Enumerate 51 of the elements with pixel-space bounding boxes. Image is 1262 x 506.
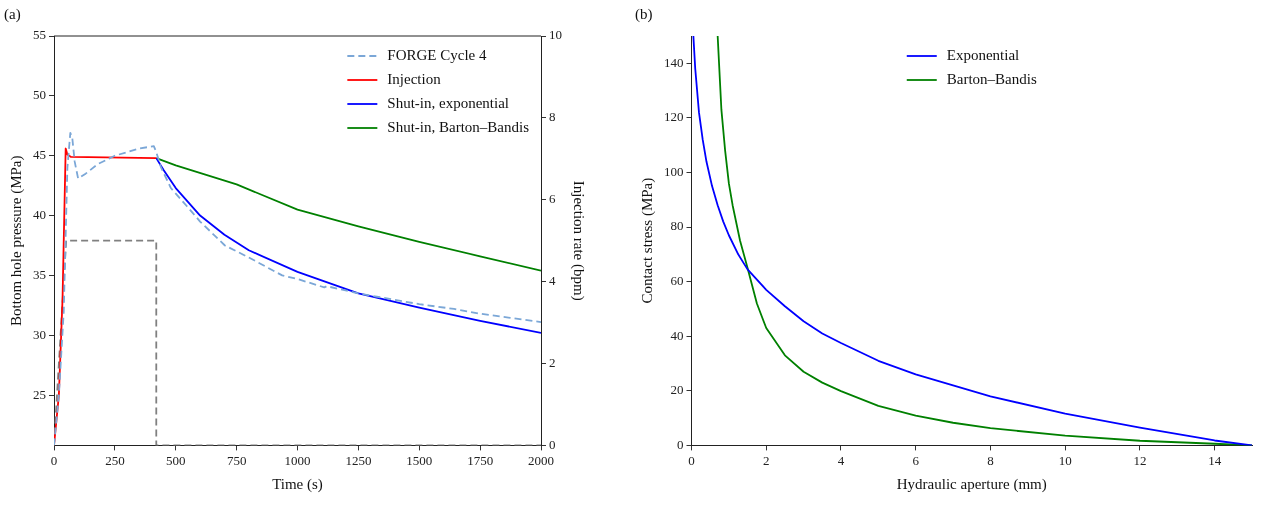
y-tick-label: 40 (33, 206, 46, 222)
x-axis-title: Hydraulic aperture (mm) (896, 475, 1047, 493)
y-tick-label: 45 (33, 147, 46, 163)
y2-tick-label: 0 (549, 436, 556, 452)
y-tick-label: 50 (33, 87, 46, 103)
chart-title: (a) (4, 5, 21, 23)
x-tick-label: 4 (837, 452, 845, 468)
y2-tick-label: 2 (549, 354, 556, 370)
y-tick-label: 140 (664, 54, 684, 70)
y-tick-label: 35 (33, 266, 46, 282)
x-tick-label: 1500 (406, 452, 433, 468)
x-tick-label: 1250 (345, 452, 372, 468)
y-tick-label: 20 (670, 382, 684, 398)
x-tick-label: 2 (762, 452, 770, 468)
y-tick-label: 80 (670, 218, 684, 234)
y2-axis-title: Injection rate (bpm) (570, 180, 588, 301)
chart-title: (b) (635, 5, 653, 23)
y-tick-label: 55 (33, 27, 46, 43)
y-tick-label: 0 (677, 436, 684, 452)
legend-label: Shut-in, Barton–Bandis (387, 118, 530, 135)
y-axis-title: Contact stress (MPa) (638, 177, 656, 304)
x-tick-label: 10 (1058, 452, 1072, 468)
x-tick-label: 6 (912, 452, 920, 468)
y-axis-title: Bottom hole pressure (MPa) (7, 155, 25, 326)
y-tick-label: 100 (664, 163, 684, 179)
x-tick-label: 500 (166, 452, 186, 468)
y-tick-label: 40 (670, 327, 684, 343)
y2-tick-label: 10 (549, 27, 562, 43)
x-tick-label: 14 (1208, 452, 1222, 468)
y2-tick-label: 8 (549, 109, 556, 125)
x-tick-label: 250 (105, 452, 125, 468)
legend-label: Exponential (946, 46, 1020, 63)
x-tick-label: 8 (987, 452, 994, 468)
y2-tick-label: 4 (549, 273, 556, 289)
legend-label: Injection (387, 70, 442, 87)
legend-label: Shut-in, exponential (387, 94, 509, 111)
x-tick-label: 1750 (467, 452, 494, 468)
x-tick-label: 2000 (528, 452, 554, 468)
y-tick-label: 25 (33, 386, 46, 402)
x-tick-label: 1000 (284, 452, 311, 468)
x-axis-title: Time (s) (272, 475, 323, 493)
x-tick-label: 750 (226, 452, 247, 468)
y-tick-label: 60 (670, 273, 684, 289)
y2-tick-label: 6 (549, 191, 556, 207)
y-tick-label: 120 (664, 109, 684, 125)
legend-label: FORGE Cycle 4 (387, 46, 487, 63)
x-tick-label: 12 (1133, 452, 1147, 468)
x-tick-label: 0 (50, 452, 58, 468)
legend-label: Barton–Bandis (946, 70, 1037, 87)
x-tick-label: 0 (688, 452, 695, 468)
y-tick-label: 30 (33, 326, 46, 342)
